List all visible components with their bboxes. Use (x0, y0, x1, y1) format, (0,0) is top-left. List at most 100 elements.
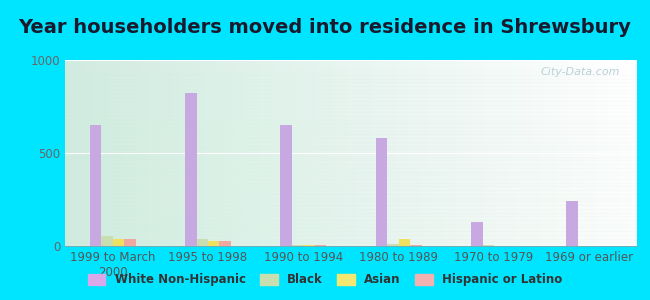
Bar (101, 236, 112, 246)
Bar (65, 71, 637, 75)
Bar (554, 60, 557, 246)
Bar (311, 60, 314, 246)
Bar (112, 239, 124, 246)
Bar (65, 116, 637, 119)
Bar (629, 60, 631, 246)
Bar (111, 60, 114, 246)
Text: City-Data.com: City-Data.com (540, 68, 620, 77)
Bar (65, 160, 637, 164)
Bar (300, 60, 302, 246)
Bar (220, 60, 222, 246)
Bar (463, 60, 465, 246)
Bar (79, 60, 82, 246)
Bar (306, 60, 308, 246)
Bar (94, 60, 96, 246)
Bar (285, 60, 288, 246)
Bar (494, 60, 497, 246)
Bar (259, 60, 263, 246)
Bar (414, 60, 417, 246)
Bar (65, 131, 637, 134)
Bar (90, 125, 101, 246)
Bar (528, 60, 531, 246)
Bar (88, 60, 91, 246)
Bar (237, 60, 239, 246)
Bar (65, 123, 637, 127)
Bar (508, 60, 511, 246)
Bar (525, 60, 528, 246)
Bar (523, 60, 525, 246)
Bar (534, 60, 537, 246)
Bar (245, 60, 248, 246)
Bar (348, 60, 351, 246)
Bar (571, 60, 574, 246)
Bar (314, 60, 317, 246)
Bar (577, 60, 580, 246)
Bar (65, 157, 637, 160)
Bar (65, 242, 637, 246)
Bar (274, 60, 277, 246)
Bar (502, 60, 506, 246)
Bar (125, 60, 128, 246)
Bar (491, 60, 494, 246)
Bar (65, 209, 637, 212)
Bar (65, 105, 637, 108)
Bar (65, 153, 637, 157)
Bar (345, 60, 348, 246)
Bar (65, 112, 637, 116)
Bar (537, 60, 540, 246)
Bar (116, 60, 120, 246)
Bar (325, 60, 328, 246)
Bar (606, 60, 608, 246)
Bar (357, 60, 359, 246)
Bar (153, 60, 157, 246)
Bar (280, 60, 282, 246)
Bar (171, 60, 174, 246)
Bar (211, 60, 214, 246)
Bar (411, 60, 414, 246)
Bar (131, 60, 134, 246)
Bar (402, 60, 406, 246)
Bar (65, 227, 637, 231)
Bar (482, 60, 486, 246)
Bar (65, 119, 637, 123)
Bar (177, 60, 179, 246)
Bar (468, 60, 471, 246)
Bar (202, 60, 205, 246)
Bar (543, 60, 545, 246)
Bar (271, 60, 274, 246)
Bar (385, 60, 388, 246)
Bar (614, 60, 617, 246)
Bar (65, 235, 637, 238)
Bar (511, 60, 514, 246)
Bar (517, 60, 520, 246)
Bar (454, 60, 457, 246)
Bar (65, 175, 637, 179)
Bar (82, 60, 85, 246)
Bar (102, 60, 105, 246)
Bar (65, 149, 637, 153)
Bar (514, 60, 517, 246)
Bar (265, 60, 268, 246)
Bar (231, 60, 234, 246)
Bar (410, 244, 422, 246)
Bar (611, 60, 614, 246)
Bar (280, 125, 292, 246)
Bar (428, 60, 431, 246)
Bar (162, 60, 165, 246)
Bar (445, 60, 448, 246)
Bar (408, 60, 411, 246)
Bar (339, 60, 343, 246)
Bar (91, 60, 94, 246)
Bar (431, 60, 434, 246)
Bar (292, 244, 304, 246)
Bar (371, 60, 374, 246)
Bar (398, 239, 410, 246)
Bar (65, 146, 637, 149)
Bar (391, 60, 394, 246)
Bar (105, 60, 108, 246)
Bar (194, 60, 196, 246)
Bar (96, 60, 99, 246)
Bar (196, 239, 208, 246)
Bar (417, 60, 420, 246)
Bar (380, 60, 382, 246)
